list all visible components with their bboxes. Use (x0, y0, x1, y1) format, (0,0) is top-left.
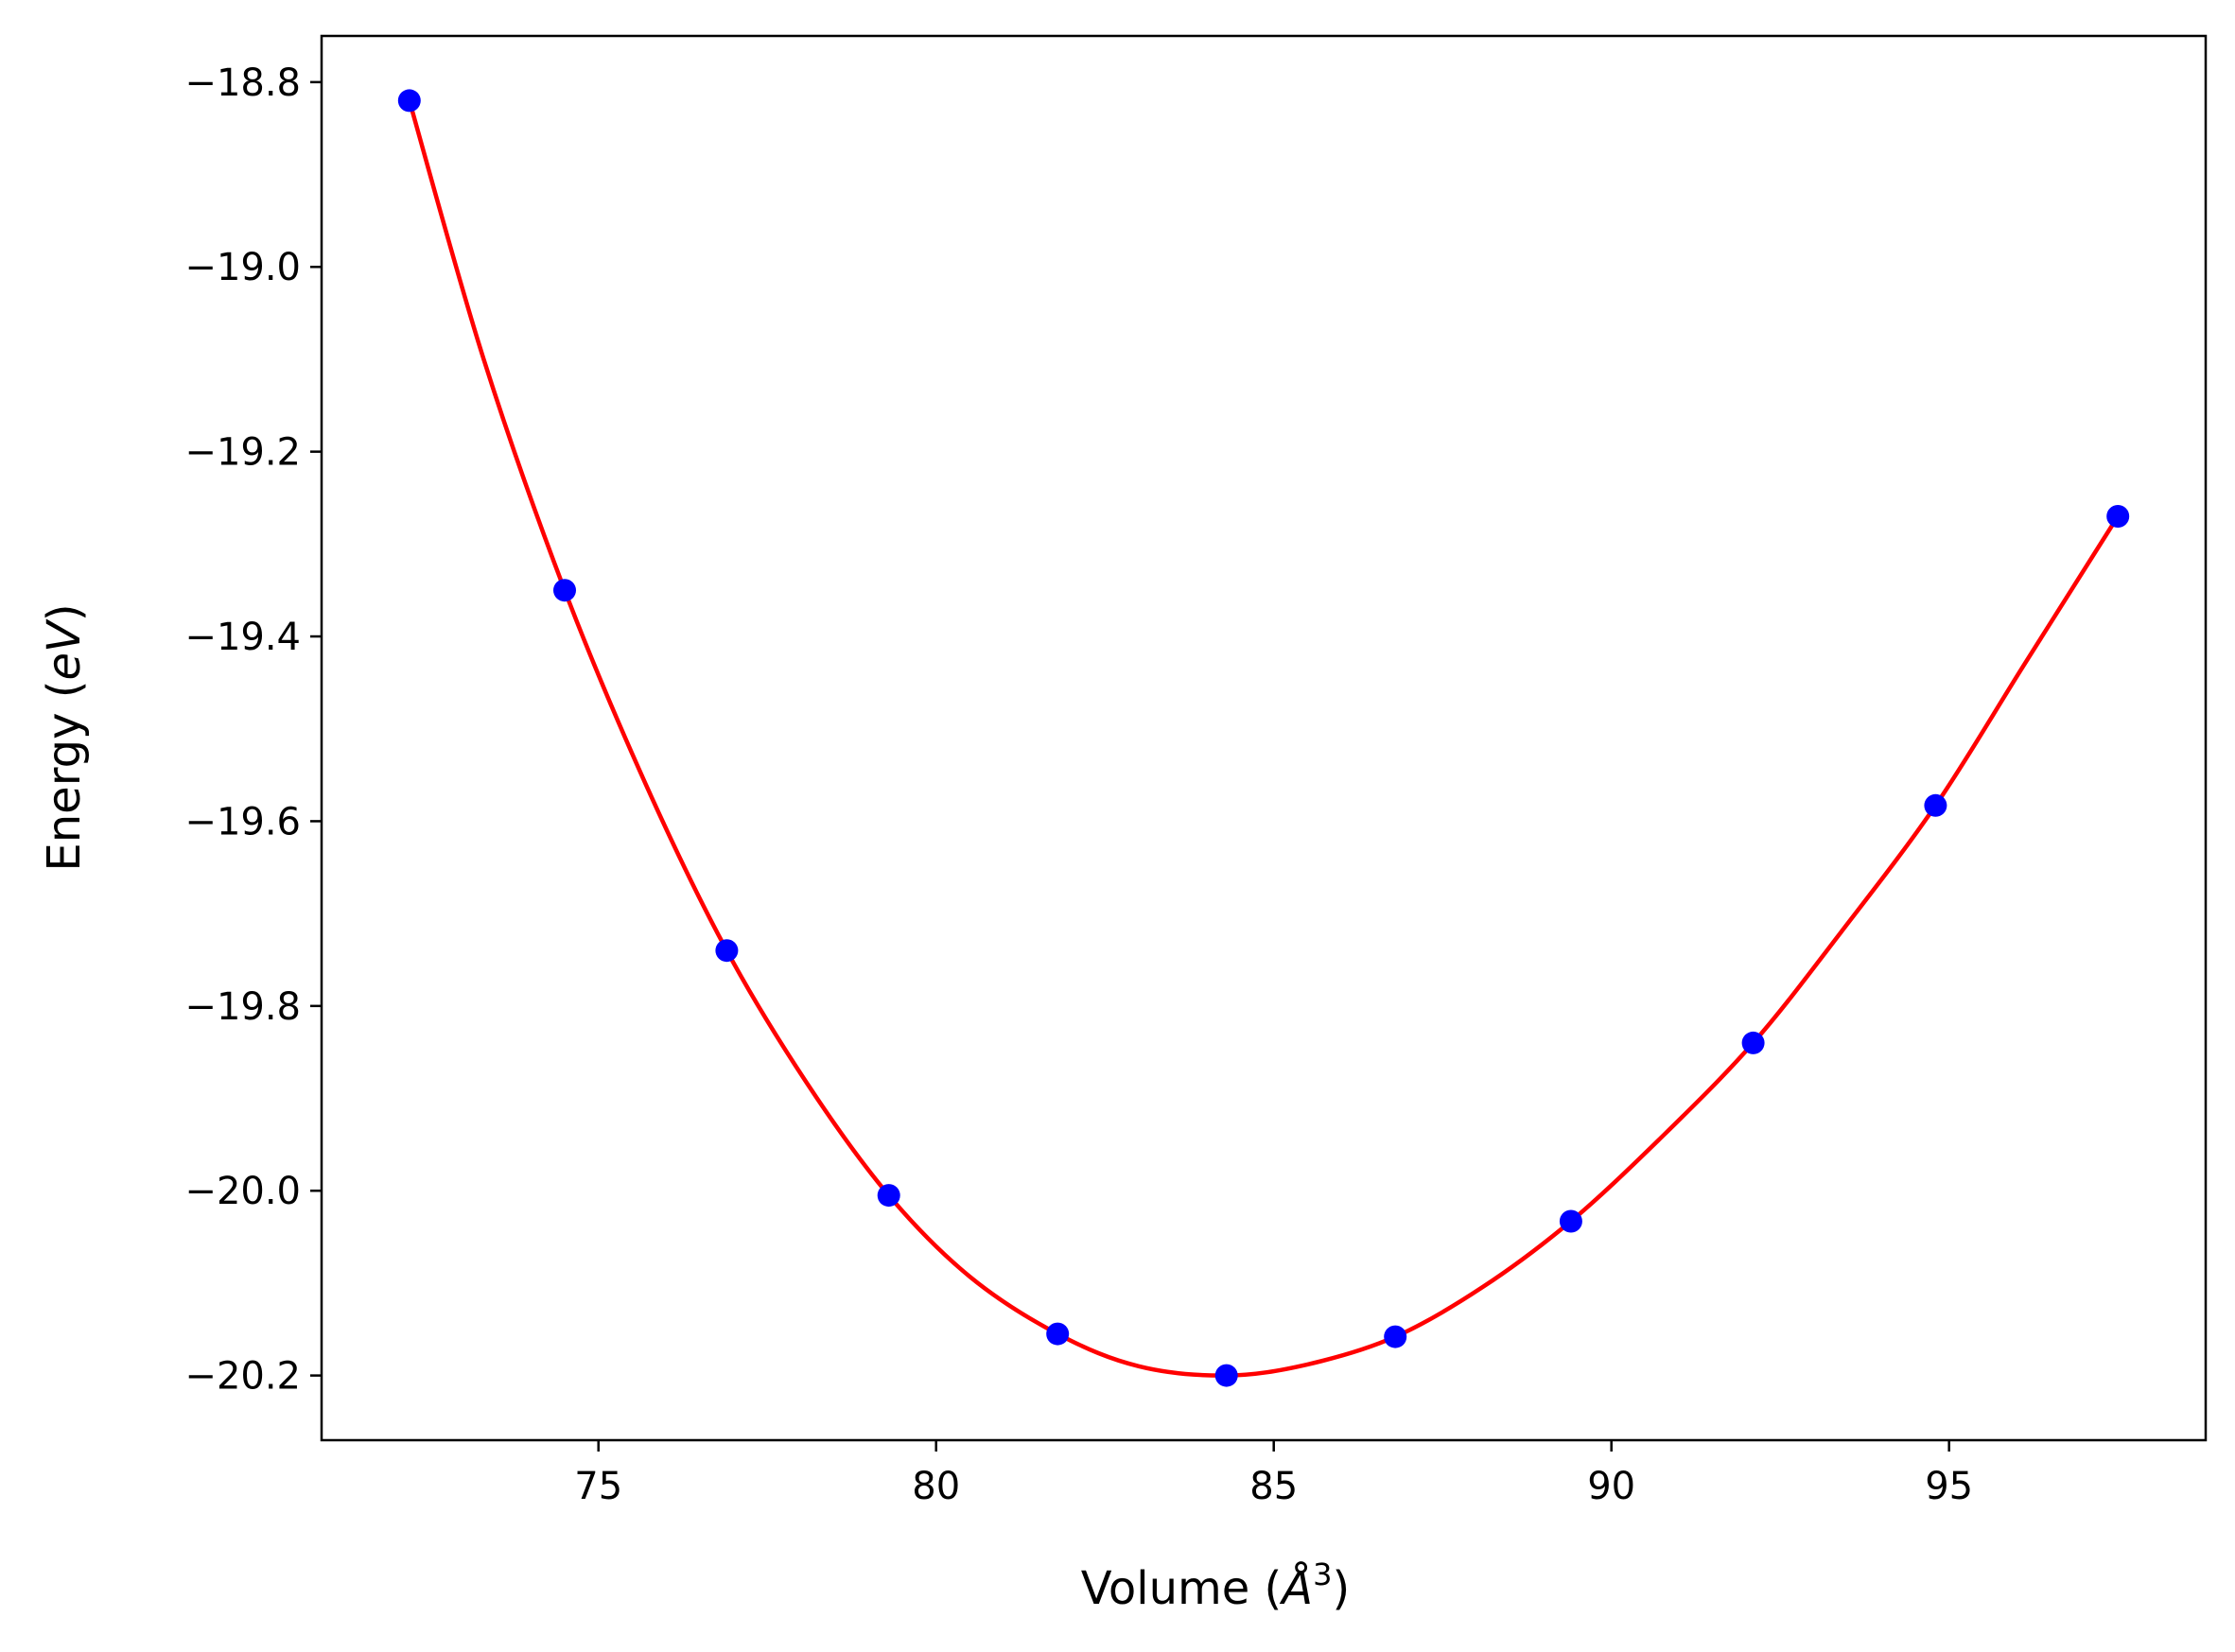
y-tick-label: −20.0 (184, 1170, 301, 1213)
data-point (2106, 505, 2130, 528)
x-tick-label: 95 (1925, 1465, 1973, 1508)
x-axis-ticks: 75 80 85 90 95 (574, 1440, 1973, 1508)
y-axis-ticks: −18.8 −19.0 −19.2 −19.4 −19.6 −19.8 −20.0 −20.2 (184, 61, 322, 1399)
data-point (553, 579, 576, 602)
y-axis-label: Energy (eV) (38, 603, 91, 871)
data-point (1559, 1209, 1582, 1233)
data-point (715, 939, 739, 963)
data-point (1741, 1031, 1765, 1054)
data-points-layer (397, 89, 2130, 1387)
data-point (1384, 1325, 1407, 1348)
y-tick-label: −19.6 (184, 800, 301, 843)
x-tick-label: 85 (1249, 1465, 1298, 1508)
x-tick-label: 90 (1587, 1465, 1635, 1508)
fit-curve-line (407, 98, 2121, 1378)
y-tick-label: −19.0 (184, 246, 301, 289)
data-point (397, 89, 421, 113)
y-tick-label: −18.8 (184, 61, 301, 105)
y-tick-label: −19.2 (184, 431, 301, 475)
y-tick-label: −19.8 (184, 985, 301, 1029)
data-point (877, 1184, 900, 1208)
y-tick-label: −19.4 (184, 616, 301, 659)
data-point (1214, 1364, 1238, 1387)
fit-curve-layer (407, 98, 2121, 1378)
plot-frame (320, 34, 2208, 1442)
x-tick-label: 80 (912, 1465, 960, 1508)
data-point (1046, 1322, 1070, 1346)
x-tick-label: 75 (574, 1465, 622, 1508)
data-point (1924, 793, 1947, 817)
y-tick-label: −20.2 (184, 1355, 301, 1399)
x-axis-label: Volume (Å3) (1081, 1556, 1350, 1615)
